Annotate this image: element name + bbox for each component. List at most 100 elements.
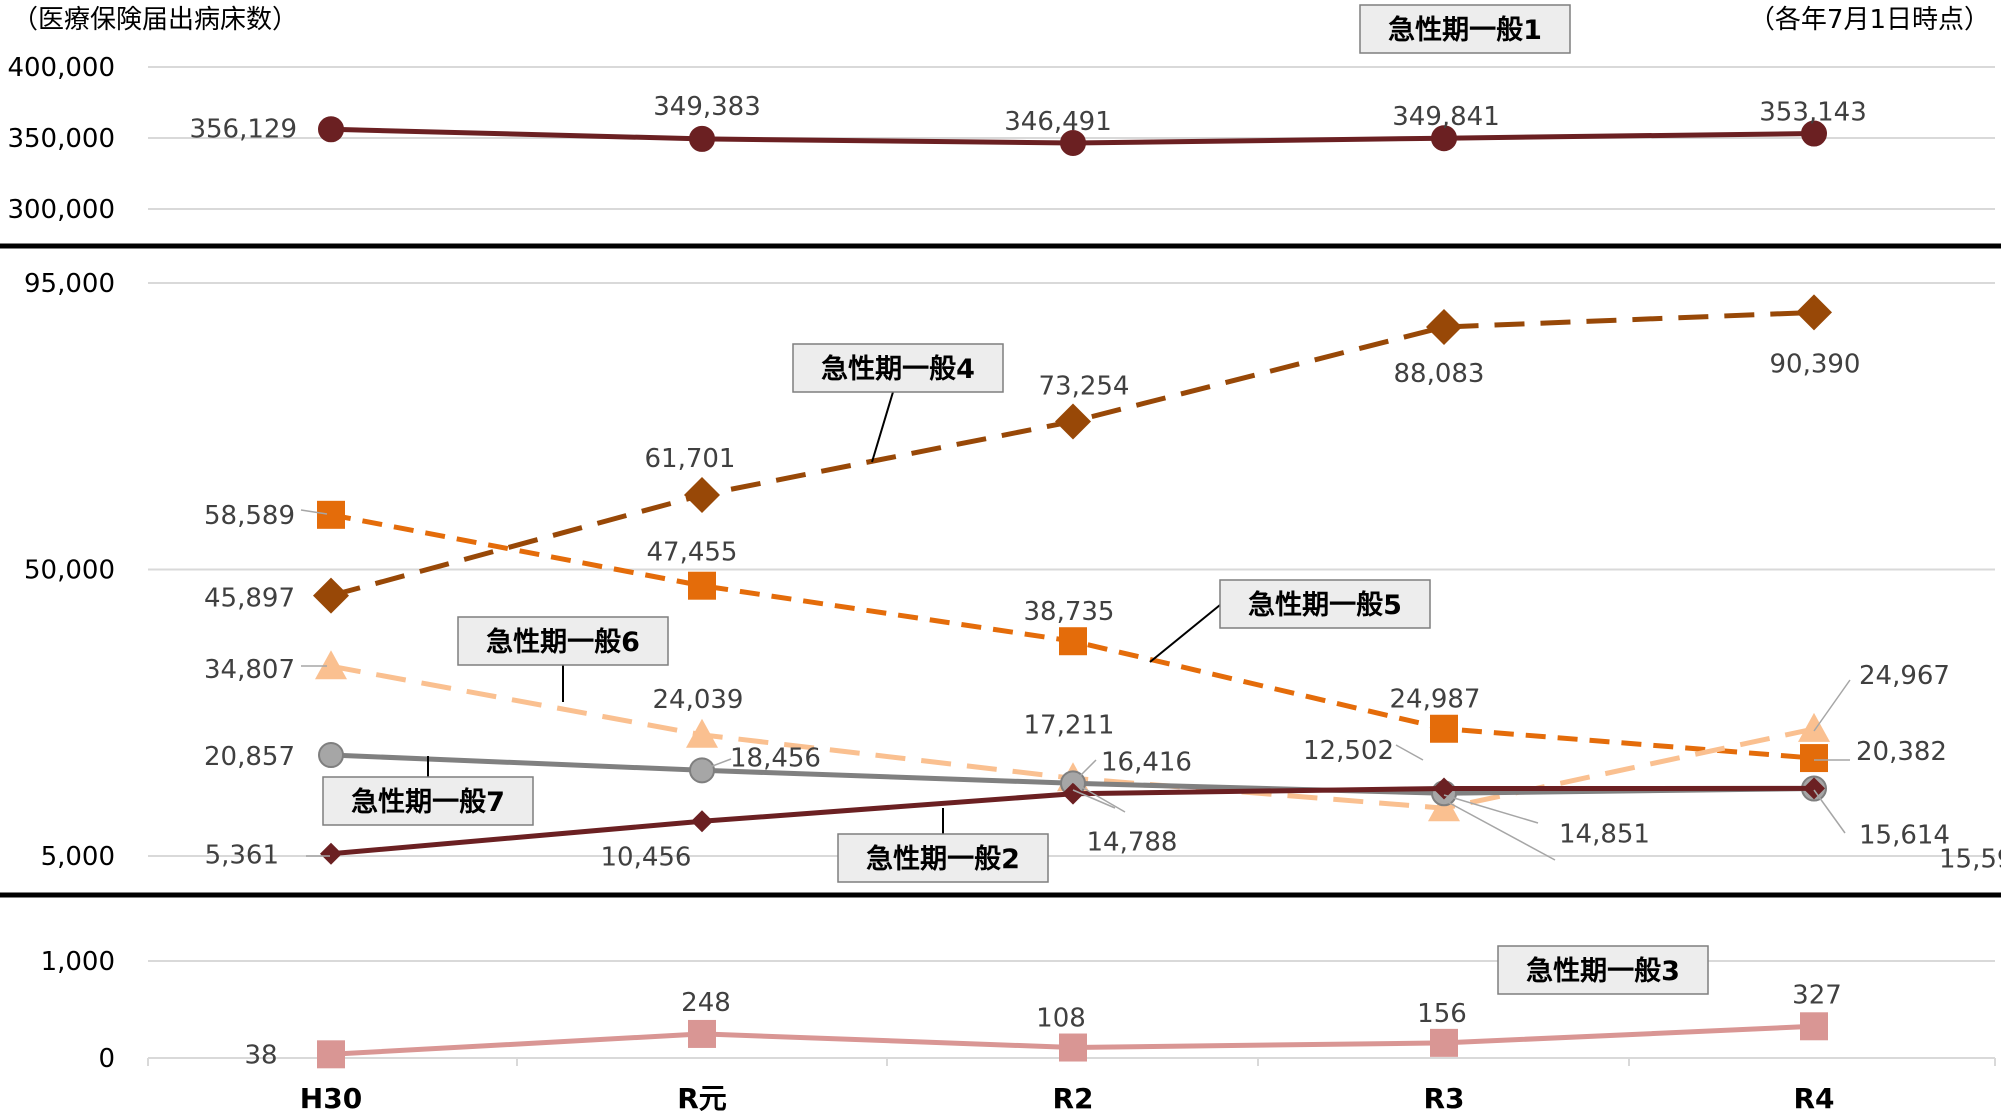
legend-box [1359,4,1571,54]
legend-label: 急性期一般5 [1248,589,1402,621]
data-label: 12,502 [1303,736,1394,766]
data-label: 88,083 [1394,359,1485,389]
y-tick-label: 0 [98,1044,115,1074]
series-line [330,309,1815,599]
x-tick-label: R3 [1423,1082,1464,1111]
data-label: 38,735 [1024,597,1115,627]
legend-box [792,343,1004,393]
y-tick-label: 50,000 [24,556,115,586]
data-point [1060,129,1086,156]
data-point [686,718,718,748]
x-tick-label: R4 [1793,1082,1834,1111]
data-label: 346,491 [1004,107,1112,137]
data-label: 61,701 [645,444,736,474]
data-label: 356,129 [189,114,297,144]
data-label: 108 [1036,1004,1086,1034]
data-point [1431,125,1457,152]
data-label: 248 [681,988,731,1018]
legend-callout: 急性期一般7 [322,756,534,826]
grid-layer [148,66,1995,1059]
legend-callout: 急性期一般3 [1497,945,1709,995]
legend-label: 急性期一般4 [821,353,975,385]
data-point [1428,792,1460,822]
label-leader-line [1443,799,1556,861]
data-label: 47,455 [647,538,738,568]
legend-label: 急性期一般1 [1388,14,1542,46]
legend-callout: 急性期一般6 [457,616,669,702]
legend-box [1219,579,1431,629]
data-point [315,650,347,680]
data-label: 24,987 [1390,685,1481,715]
x-tick-label: R2 [1052,1082,1093,1111]
data-label: 58,589 [204,501,295,531]
data-label: 45,897 [204,584,295,614]
data-point [1055,403,1091,440]
legend-callout: 急性期一般4 [792,343,1004,463]
data-point [688,1019,716,1048]
axis-layer: 300,000 350,000 400,000 5,000 50,000 95,000 0 1… [0,53,2001,1111]
data-point [1059,627,1087,656]
data-point [313,577,349,614]
data-label: 327 [1792,980,1842,1010]
legend-box [322,776,534,826]
data-label: 353,143 [1759,98,1867,128]
data-label: 20,382 [1856,737,1947,767]
x-tick-label: R元 [677,1082,727,1111]
data-point [1059,1033,1087,1062]
label-leader-line [300,509,328,515]
data-point [691,810,713,833]
y-tick-label: 300,000 [7,195,115,225]
data-point [688,571,716,600]
label-leader-line [1395,744,1424,761]
data-point [1062,782,1084,805]
legend-box [457,616,669,666]
label-leader-line [1072,781,1126,813]
data-label: 14,851 [1559,819,1650,849]
legend-callout-leader [871,391,894,463]
legend-box [837,833,1049,883]
data-point [1798,712,1830,742]
x-tick-label: H30 [300,1082,362,1111]
legend-layer: 急性期一般1 急性期一般4 急性期一般5 急性期一般6 急性期一般7 急性期一般2 急性期一… [322,4,1709,995]
data-point [320,842,342,865]
data-point [1430,714,1458,743]
data-point [1800,744,1828,773]
legend-label: 急性期一般6 [486,626,640,658]
data-label: 38 [244,1040,277,1070]
data-point [317,1040,345,1069]
data-label: 349,841 [1392,102,1500,132]
data-point [1803,777,1825,800]
label-leader-line [1813,789,1846,834]
data-label: 24,039 [653,685,744,715]
data-point [317,500,345,529]
data-label: 15,595 [1939,845,2001,875]
data-point [684,477,720,514]
data-label: 5,361 [205,841,279,871]
label-leader-line [1072,759,1097,784]
legend-callout: 急性期一般2 [837,808,1049,883]
callout-layer [300,509,1851,861]
series-layer [313,116,1832,1069]
data-label: 15,614 [1859,820,1950,850]
legend-callout-leader [1149,604,1221,663]
data-point [318,116,344,143]
data-point [1426,309,1462,346]
label-leader-line [1443,794,1539,824]
legend-label: 急性期一般2 [866,843,1020,875]
data-label: 16,416 [1101,747,1192,777]
label-leader-line [1072,789,1116,809]
data-label: 20,857 [204,742,295,772]
y-tick-label: 5,000 [41,842,115,872]
data-point [318,742,344,769]
label-leader-line [1813,679,1851,732]
y-tick-label: 350,000 [7,124,115,154]
unit-label: （医療保険届出病床数） [12,5,298,35]
data-point [689,757,715,784]
label-layer: 356,129 349,383 346,491 349,841 353,143 45,89… [189,92,2001,1070]
data-label: 17,211 [1024,710,1115,740]
data-point [1433,777,1455,800]
data-label: 18,456 [730,743,821,773]
data-label: 24,967 [1859,661,1950,691]
y-tick-label: 95,000 [24,269,115,299]
